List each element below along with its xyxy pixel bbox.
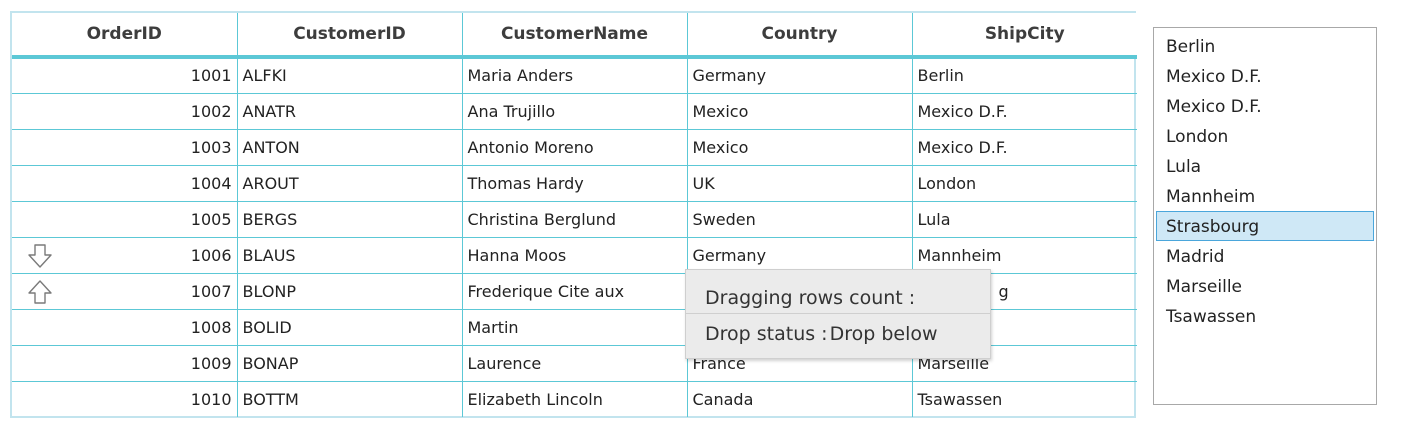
cell-customer-id[interactable]: BLAUS [237, 237, 463, 274]
arrow-up-icon [28, 279, 52, 304]
cell-order-id[interactable]: 1007 [12, 273, 238, 310]
cell-country[interactable]: Germany [687, 57, 913, 94]
list-item[interactable]: Mexico D.F. [1166, 97, 1262, 117]
table-row[interactable]: 1005 BERGS Christina Berglund Sweden Lul… [12, 201, 1137, 238]
column-header-orderid[interactable]: OrderID [12, 13, 238, 59]
cell-ship-city[interactable]: Mexico D.F. [912, 129, 1137, 166]
cell-country[interactable]: Canada [687, 381, 913, 417]
cell-ship-city[interactable]: Mannheim [912, 237, 1137, 274]
column-header-customerid[interactable]: CustomerID [237, 13, 463, 59]
cell-customer-id[interactable]: AROUT [237, 165, 463, 202]
cell-customer-name[interactable]: Christina Berglund [462, 201, 688, 238]
cell-country[interactable]: Mexico [687, 93, 913, 130]
cell-customer-name[interactable]: Hanna Moos [462, 237, 688, 274]
cell-order-id-text: 1006 [190, 245, 232, 265]
column-header-shipcity[interactable]: ShipCity [912, 13, 1137, 59]
cell-country[interactable]: Germany [687, 237, 913, 274]
drag-status-tooltip: Dragging rows count : Drop status : Drop … [685, 269, 991, 359]
cell-order-id[interactable]: 1009 [12, 345, 238, 382]
list-item[interactable]: Tsawassen [1166, 307, 1257, 327]
cell-customer-name[interactable]: Martin [462, 309, 688, 346]
cell-customer-name[interactable]: Maria Anders [462, 57, 688, 94]
grid-header-row: OrderID CustomerID CustomerName Country … [12, 13, 1137, 59]
cell-order-id[interactable]: 1006 [12, 237, 238, 274]
cell-order-id[interactable]: 1002 [12, 93, 238, 130]
list-item[interactable]: Madrid [1166, 247, 1225, 267]
cell-customer-id[interactable]: BOTTM [237, 381, 463, 417]
cell-customer-id[interactable]: BOLID [237, 309, 463, 346]
list-item[interactable]: Mannheim [1166, 187, 1256, 207]
cell-customer-name[interactable]: Laurence [462, 345, 688, 382]
cell-ship-city[interactable]: London [912, 165, 1137, 202]
cell-ship-city[interactable]: Lula [912, 201, 1137, 238]
table-row[interactable]: 1001 ALFKI Maria Anders Germany Berlin [12, 57, 1137, 94]
cell-order-id[interactable]: 1001 [12, 57, 238, 94]
cell-order-id[interactable]: 1008 [12, 309, 238, 346]
cell-customer-id[interactable]: BONAP [237, 345, 463, 382]
cell-ship-city[interactable]: Berlin [912, 57, 1137, 94]
cell-country[interactable]: UK [687, 165, 913, 202]
table-row[interactable]: 1010 BOTTM Elizabeth Lincoln Canada Tsaw… [12, 381, 1137, 417]
cell-customer-id[interactable]: BERGS [237, 201, 463, 238]
arrow-down-icon [28, 243, 52, 268]
column-header-customername[interactable]: CustomerName [462, 13, 688, 59]
cell-customer-id[interactable]: BLONP [237, 273, 463, 310]
cell-country[interactable]: Sweden [687, 201, 913, 238]
drop-status: Drop status : Drop below [686, 314, 990, 358]
cell-order-id-text: 1007 [190, 281, 232, 301]
list-item-selected[interactable]: Strasbourg [1156, 211, 1374, 241]
table-row[interactable]: 1004 AROUT Thomas Hardy UK London [12, 165, 1137, 202]
cell-customer-name[interactable]: Thomas Hardy [462, 165, 688, 202]
ship-city-listbox[interactable]: Berlin Mexico D.F. Mexico D.F. London Lu… [1153, 27, 1377, 405]
list-item[interactable]: Berlin [1166, 37, 1216, 57]
table-row[interactable]: 1006 BLAUS Hanna Moos Germany Mannheim [12, 237, 1137, 274]
column-header-country[interactable]: Country [687, 13, 913, 59]
dragging-rows-count-label: Dragging rows count : [705, 287, 916, 309]
cell-order-id[interactable]: 1003 [12, 129, 238, 166]
cell-order-id[interactable]: 1010 [12, 381, 238, 417]
cell-customer-name[interactable]: Elizabeth Lincoln [462, 381, 688, 417]
cell-customer-name[interactable]: Antonio Moreno [462, 129, 688, 166]
drop-status-label: Drop status : [705, 323, 828, 345]
cell-country[interactable]: Mexico [687, 129, 913, 166]
list-item[interactable]: Mexico D.F. [1166, 67, 1262, 87]
list-item[interactable]: Lula [1166, 157, 1202, 177]
table-row[interactable]: 1003 ANTON Antonio Moreno Mexico Mexico … [12, 129, 1137, 166]
list-item[interactable]: Marseille [1166, 277, 1243, 297]
drop-status-value: Drop below [829, 323, 938, 345]
cell-ship-city[interactable]: Marseille [912, 345, 1137, 382]
list-item[interactable]: London [1166, 127, 1229, 147]
cell-customer-name[interactable]: Ana Trujillo [462, 93, 688, 130]
cell-order-id[interactable]: 1005 [12, 201, 238, 238]
cell-ship-city[interactable]: Mexico D.F. [912, 93, 1137, 130]
cell-ship-city[interactable]: Tsawassen [917, 389, 1003, 409]
cell-customer-name[interactable]: Frederique Cite aux [462, 273, 688, 310]
cell-order-id[interactable]: 1004 [12, 165, 238, 202]
dragging-rows-count: Dragging rows count : [686, 270, 990, 314]
cell-customer-id[interactable]: ANATR [237, 93, 463, 130]
cell-customer-id[interactable]: ANTON [237, 129, 463, 166]
cell-customer-id[interactable]: ALFKI [237, 57, 463, 94]
table-row[interactable]: 1002 ANATR Ana Trujillo Mexico Mexico D.… [12, 93, 1137, 130]
